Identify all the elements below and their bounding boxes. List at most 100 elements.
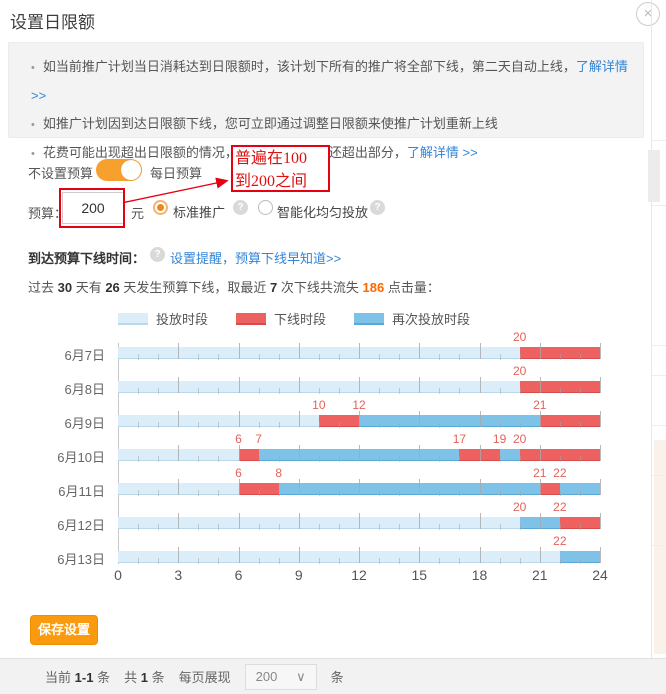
axis-tick [359,479,360,495]
transition-hour-label: 20 [512,330,527,344]
annotation-arrow [111,177,229,206]
axis-tick [158,388,160,394]
axis-tick [158,354,160,360]
axis-tick [218,354,220,360]
chart-segment-offline [459,449,500,461]
stats-text: 点击量： [384,280,440,295]
axis-tick [539,411,541,427]
axis-tick [338,354,340,360]
axis-tick [158,422,160,428]
set-reminder-link[interactable]: 设置提醒，预算下线早知道>> [170,251,342,266]
axis-tick [318,524,320,530]
background-row-line [652,425,666,426]
save-settings-button[interactable]: 保存设置 [30,615,98,645]
radio-standard-promo[interactable] [153,200,168,215]
axis-tick [178,343,180,359]
axis-tick [138,558,140,564]
axis-tick [158,524,160,530]
x-axis-label: 3 [174,567,183,583]
axis-tick [218,558,220,564]
axis-tick [338,524,340,530]
transition-hour-label: 22 [553,466,567,480]
axis-tick [439,456,441,462]
per-page-select[interactable]: 200 ∨ [244,663,317,690]
axis-tick [379,354,381,360]
axis-tick [238,343,240,359]
toggle-right-label: 每日预算 [150,166,203,181]
toggle-knob [121,160,141,180]
stats-text: 天有 [72,280,106,295]
axis-tick [238,513,240,529]
date-label: 6月12日 [57,518,105,533]
axis-tick [559,456,561,462]
axis-tick [479,547,481,563]
budget-input[interactable] [62,192,124,224]
axis-tick [318,354,320,360]
chart-segment-offline [519,449,600,461]
x-axis-label: 15 [411,567,428,583]
axis-tick [399,388,401,394]
axis-tick [459,558,461,564]
axis-tick [539,343,541,359]
legend-item: 下线时段 [236,309,326,328]
axis-tick [318,490,320,496]
axis-tick [318,456,320,462]
axis-tick [158,490,160,496]
legend-item: 再次投放时段 [354,309,470,328]
axis-tick [559,354,561,360]
legend-swatch-offline [236,312,267,325]
axis-tick [278,558,280,564]
axis-tick [559,388,561,394]
axis-tick [298,445,300,461]
learn-more-link[interactable]: 了解详情 >> [406,145,478,160]
toggle-left-label: 不设置预算 [28,166,94,181]
legend-swatch-deliver [118,312,148,325]
axis-tick [258,524,260,530]
transition-hour-label: 20 [512,364,527,378]
background-scrollbar-thumb[interactable] [648,150,660,202]
pagination-total: 共 1 条 [124,670,165,685]
help-icon-smart[interactable]: ? [370,200,385,215]
radio-smart-even[interactable] [258,200,273,215]
offline-time-label: 到达预算下线时间： [28,251,146,266]
help-icon-standard[interactable]: ? [233,200,248,215]
axis-tick [399,524,401,530]
stats-text: 过去 [28,280,58,295]
chart-segment-offline [519,381,600,393]
axis-tick [298,343,300,359]
axis-tick [318,558,320,564]
axis-tick [459,456,461,462]
close-icon[interactable]: × [636,2,660,26]
daily-budget-toggle[interactable] [96,159,142,181]
learn-more-link[interactable]: 了解详情 >> [31,59,628,103]
axis-tick [559,558,561,564]
axis-tick [459,524,461,530]
axis-tick [359,343,360,359]
axis-tick [479,343,481,359]
axis-tick [338,558,340,564]
axis-tick [459,490,461,496]
axis-tick [258,558,260,564]
transition-hour-label: 8 [275,466,282,480]
axis-tick [178,411,180,427]
axis-tick [439,524,441,530]
axis-tick [138,388,140,394]
transition-hour-label: 6 [235,466,242,480]
date-label: 6月11日 [58,484,105,499]
axis-tick [178,513,180,529]
notice-text: 花费可能出现超出日限额的情况，但日终会自动返还超出部分， [42,145,407,160]
axis-tick [600,445,601,461]
axis-tick [278,422,280,428]
legend-swatch-redeliver [354,312,385,325]
x-axis-label: 6 [234,567,243,583]
axis-tick [238,445,240,461]
axis-tick [278,456,280,462]
axis-tick [198,524,200,530]
axis-tick [539,445,541,461]
help-icon-offline-time[interactable]: ? [150,247,165,262]
axis-tick [338,490,340,496]
stats-text: 次下线共流失 [277,280,363,295]
axis-tick [138,456,140,462]
axis-tick [499,558,501,564]
axis-tick [519,422,521,428]
